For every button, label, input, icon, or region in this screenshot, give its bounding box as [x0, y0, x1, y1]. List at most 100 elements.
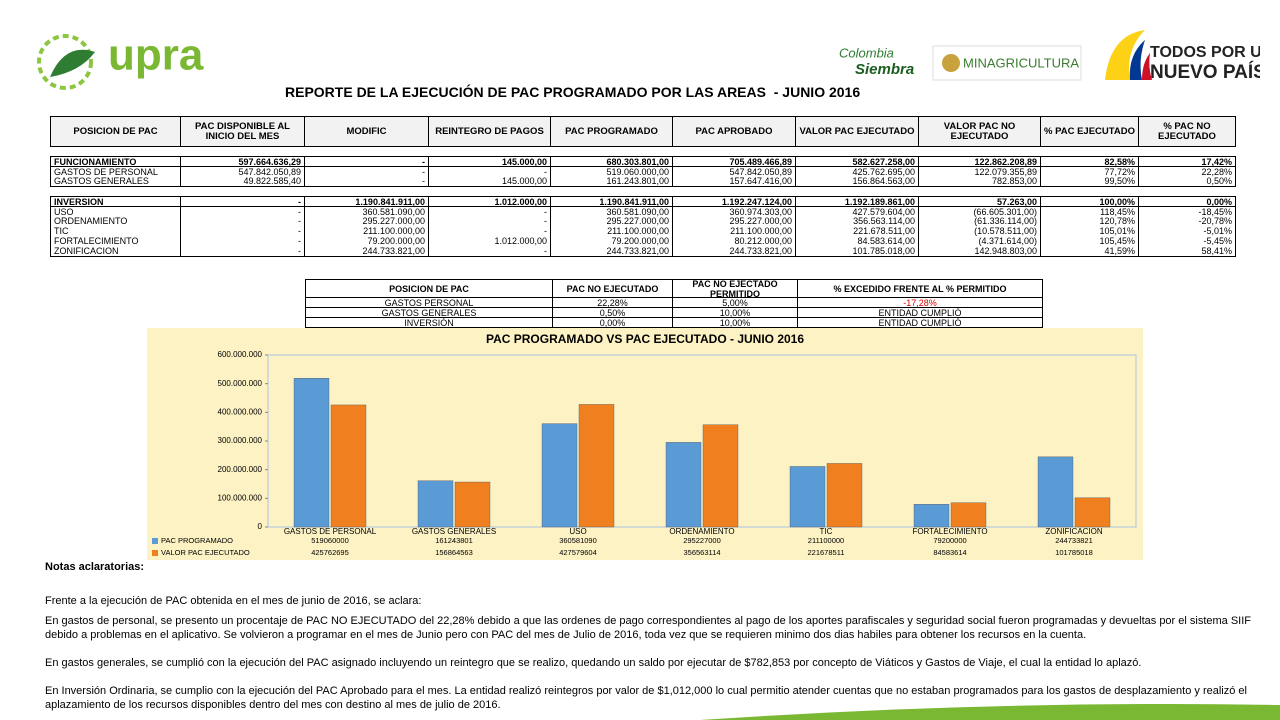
- table-cell: -20,78%: [1138, 216, 1236, 227]
- notes-heading: Notas aclaratorias:: [45, 561, 145, 573]
- note-paragraph: En gastos generales, se cumplió con la e…: [45, 657, 1142, 669]
- bar: [826, 463, 863, 528]
- chart-title: PAC PROGRAMADO VS PAC EJECUTADO - JUNIO …: [486, 332, 804, 346]
- flag-red: [1142, 53, 1152, 80]
- table-cell: 782.853,00: [918, 176, 1041, 187]
- table-cell: -18,45%: [1138, 206, 1236, 217]
- data-table-value: 360581090: [559, 536, 597, 545]
- data-table-value: 427579604: [559, 548, 597, 557]
- column-header: POSICION DE PAC: [50, 116, 181, 147]
- table-cell: 0,00%: [1138, 196, 1236, 207]
- logo-nuevo-pais: NUEVO PAÍS: [1150, 61, 1260, 83]
- table-cell: 142.948.803,00: [918, 246, 1041, 257]
- summary-cell: INVERSIÓN: [305, 317, 553, 328]
- table-cell: 58,41%: [1138, 246, 1236, 257]
- y-tick-label: 0: [258, 522, 263, 531]
- table-cell: 0,50%: [1138, 176, 1236, 187]
- column-header: PAC NO EJECUTADO: [552, 279, 673, 298]
- logo-leaf: [50, 49, 95, 77]
- legend-swatch: [152, 550, 158, 556]
- data-table-value: 79200000: [933, 536, 966, 545]
- chart: PAC PROGRAMADO VS PAC EJECUTADO - JUNIO …: [152, 332, 1137, 557]
- upra-logo: upra: [37, 31, 204, 90]
- table-cell: 244.733.821,00: [550, 246, 673, 257]
- bar: [541, 423, 578, 528]
- column-header: % EXCEDIDO FRENTE AL % PERMITIDO: [797, 279, 1043, 298]
- note-paragraph: En gastos de personal, se presento un pr…: [45, 615, 1252, 641]
- bar: [913, 504, 950, 528]
- column-header: POSICION DE PAC: [305, 279, 553, 298]
- y-tick-label: 200.000.000: [218, 465, 263, 474]
- y-tick-label: 500.000.000: [218, 379, 263, 388]
- x-tick-label: ORDENAMIENTO: [669, 527, 734, 536]
- bar: [665, 442, 702, 528]
- bar: [578, 404, 615, 528]
- logo-minagricultura: MINAGRICULTURA: [963, 55, 1079, 70]
- summary-cell: 0,00%: [552, 317, 673, 328]
- swoosh: [700, 704, 1280, 720]
- column-header: VALOR PAC EJECUTADO: [795, 116, 919, 147]
- table-cell: 99,50%: [1040, 176, 1139, 187]
- y-tick-label: 600.000.000: [218, 350, 263, 359]
- column-header: PAC APROBADO: [672, 116, 796, 147]
- main-table: POSICION DE PAC PAC DISPONIBLE AL INICIO …: [50, 116, 1236, 261]
- data-table-value: 211100000: [808, 536, 844, 545]
- legend-label: VALOR PAC EJECUTADO: [161, 548, 250, 557]
- note-paragraph: Frente a la ejecución de PAC obtenida en…: [45, 595, 422, 607]
- table-cell: ZONIFICACION: [50, 246, 181, 257]
- column-header: PAC NO EJECTADO PERMITIDO: [672, 279, 798, 299]
- table-cell: -5,01%: [1138, 226, 1236, 237]
- table-cell: 41,59%: [1040, 246, 1139, 257]
- flag-blue: [1129, 40, 1145, 80]
- column-header: VALOR PAC NO EJECUTADO: [918, 116, 1041, 147]
- note-paragraph: En Inversión Ordinaria, se cumplio con l…: [45, 685, 1247, 711]
- column-header: % PAC EJECUTADO: [1040, 116, 1139, 147]
- x-tick-label: TIC: [820, 527, 833, 536]
- table-cell: 244.733.821,00: [304, 246, 429, 257]
- data-table-value: 425762695: [311, 548, 349, 557]
- table-cell: -5,45%: [1138, 236, 1236, 247]
- table-cell: 101.785.018,00: [795, 246, 919, 257]
- y-tick-label: 400.000.000: [218, 407, 263, 416]
- table-cell: 145.000,00: [428, 176, 551, 187]
- table-cell: 161.243.801,00: [550, 176, 673, 187]
- data-table-value: 84583614: [933, 548, 966, 557]
- table-cell: -: [304, 176, 429, 187]
- table-cell: 156.864.563,00: [795, 176, 919, 187]
- data-table-value: 244733821: [1055, 536, 1093, 545]
- report-title: REPORTE DE LA EJECUCIÓN DE PAC PROGRAMAD…: [285, 84, 861, 100]
- column-header: PAC DISPONIBLE AL INICIO DEL MES: [180, 116, 305, 147]
- x-tick-label: USO: [569, 527, 586, 536]
- data-table-value: 519060000: [311, 536, 349, 545]
- bar: [293, 378, 330, 528]
- bar: [417, 480, 454, 528]
- data-table-value: 161243801: [435, 536, 473, 545]
- table-cell: 157.647.416,00: [672, 176, 796, 187]
- legend-swatch: [152, 538, 158, 544]
- footer-swoosh: [700, 704, 1280, 720]
- table-cell: 49.822.585,40: [180, 176, 305, 187]
- data-table-value: 156864563: [435, 548, 473, 557]
- y-tick-label: 300.000.000: [218, 436, 263, 445]
- flag-yellow: [1105, 30, 1145, 80]
- min-box: [932, 45, 1082, 81]
- bar: [789, 466, 826, 528]
- data-table-value: 295227000: [683, 536, 721, 545]
- min-emblem: [942, 54, 960, 72]
- data-table-value: 356563114: [684, 548, 721, 557]
- plot-frame: [267, 354, 1137, 528]
- column-header: REINTEGRO DE PAGOS: [428, 116, 551, 147]
- column-header: PAC PROGRAMADO: [550, 116, 673, 147]
- table-cell: 244.733.821,00: [672, 246, 796, 257]
- summary-table: POSICION DE PAC PAC NO EJECUTADO PAC NO EJ…: [305, 279, 1043, 329]
- chart-area: PAC PROGRAMADO VS PAC EJECUTADO - JUNIO …: [147, 328, 1143, 560]
- bar: [330, 404, 367, 528]
- bar: [454, 481, 491, 528]
- table-cell: 17,42%: [1138, 156, 1236, 167]
- table-cell: 22,28%: [1138, 166, 1236, 177]
- table-cell: -: [428, 246, 551, 257]
- x-tick-label: ZONIFICACION: [1045, 527, 1103, 536]
- column-header: % PAC NO EJECUTADO: [1138, 116, 1236, 147]
- summary-cell: 10,00%: [672, 317, 798, 328]
- x-tick-label: GASTOS DE PERSONAL: [284, 527, 377, 536]
